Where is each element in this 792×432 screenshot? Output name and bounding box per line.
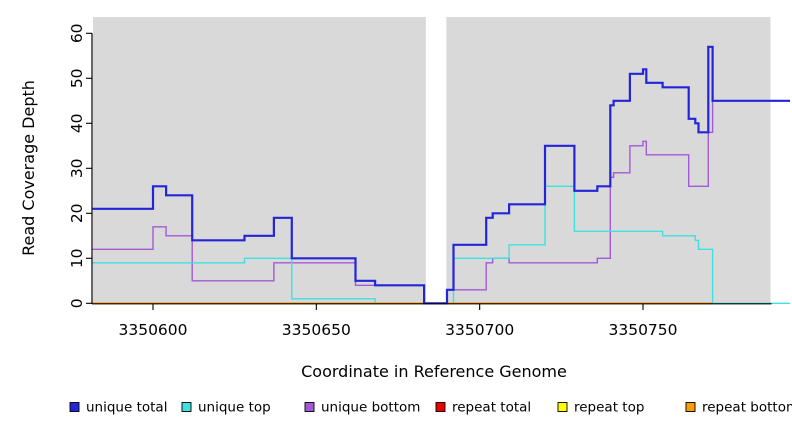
legend-item-unique-top: unique top: [181, 400, 271, 416]
legend-item-unique-bottom: unique bottom: [304, 400, 420, 416]
x-axis-tick-labels: 3350600 3350650 3350700 3350750: [118, 321, 677, 339]
legend-swatch: [685, 402, 696, 412]
legend-swatch: [304, 402, 315, 412]
y-tick-label: 60: [68, 23, 86, 43]
y-tick-label: 30: [68, 158, 86, 178]
legend: unique total unique top unique bottom repea…: [69, 400, 792, 416]
y-tick-label: 50: [68, 68, 86, 88]
y-tick-label: 20: [68, 203, 86, 223]
series-line-unique-bottom: [92, 100, 790, 304]
x-tick-label: 3350750: [608, 321, 677, 339]
legend-swatch: [69, 402, 80, 412]
legend-label: unique total: [86, 400, 167, 416]
legend-swatch: [181, 402, 192, 412]
legend-label: unique bottom: [321, 400, 420, 416]
x-tick-label: 3350600: [118, 321, 187, 339]
x-tick-label: 3350650: [282, 321, 351, 339]
legend-item-repeat-bottom: repeat bottom: [685, 400, 792, 416]
y-axis-title: Read Coverage Depth: [19, 80, 38, 256]
series-line-unique-top: [92, 185, 790, 304]
legend-label: unique top: [198, 400, 271, 416]
legend-item-unique-total: unique total: [69, 400, 167, 416]
legend-label: repeat bottom: [702, 400, 792, 416]
legend-item-repeat-total: repeat total: [435, 400, 531, 416]
x-tick-label: 3350700: [445, 321, 514, 339]
legend-swatch: [557, 402, 568, 412]
masked-region-band: [425, 17, 447, 304]
legend-label: repeat total: [452, 400, 531, 416]
x-axis-title: Coordinate in Reference Genome: [301, 362, 567, 381]
y-axis-tick-labels: 0 10 20 30 40 50 60: [68, 23, 86, 308]
y-tick-label: 40: [68, 113, 86, 133]
y-tick-label: 10: [68, 248, 86, 268]
axes: [86, 32, 772, 310]
y-tick-label: 0: [68, 298, 86, 308]
legend-swatch: [435, 402, 446, 412]
series-line-unique-total: [92, 45, 790, 305]
legend-label: repeat top: [574, 400, 644, 416]
legend-item-repeat-top: repeat top: [557, 400, 644, 416]
